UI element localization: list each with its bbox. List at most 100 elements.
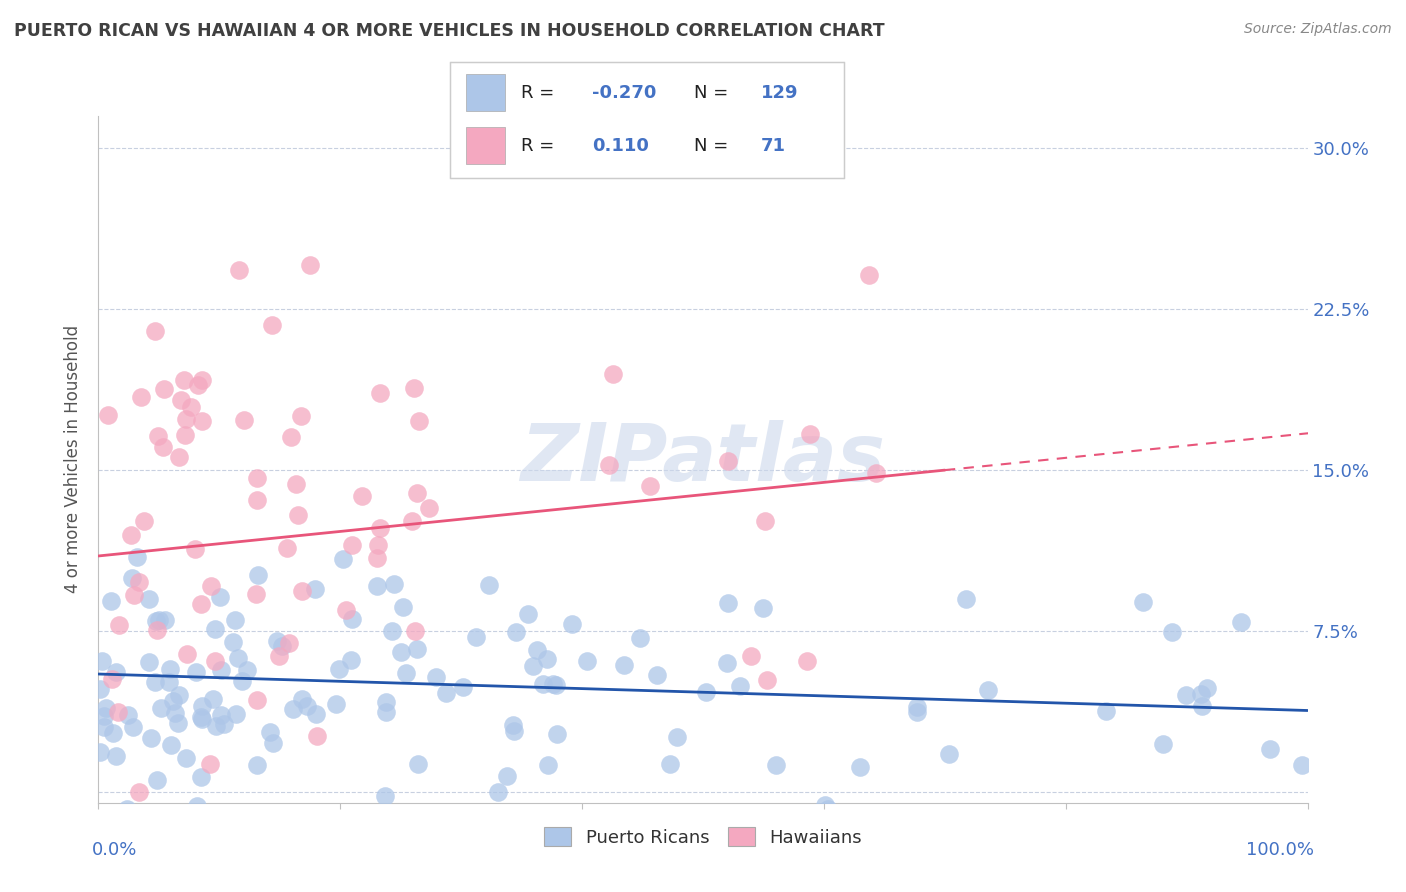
Point: [858, 268, 880, 282]
Point: [224, 613, 246, 627]
Point: [176, 411, 198, 425]
Point: [366, 551, 388, 566]
Point: [187, 378, 209, 392]
Point: [291, 583, 314, 598]
Point: [180, 400, 202, 414]
Text: PUERTO RICAN VS HAWAIIAN 4 OR MORE VEHICLES IN HOUSEHOLD CORRELATION CHART: PUERTO RICAN VS HAWAIIAN 4 OR MORE VEHIC…: [14, 22, 884, 40]
Point: [695, 685, 717, 699]
Point: [304, 582, 326, 596]
Point: [465, 630, 488, 644]
Point: [270, 639, 292, 653]
Point: [236, 663, 259, 677]
Point: [517, 607, 540, 621]
Point: [717, 454, 740, 468]
Point: [93, 719, 115, 733]
Point: [977, 682, 1000, 697]
Point: [340, 612, 363, 626]
Point: [546, 678, 568, 692]
Point: [173, 373, 195, 387]
Point: [865, 466, 887, 480]
Point: [325, 697, 347, 711]
Point: [598, 458, 620, 472]
Point: [121, 571, 143, 585]
Point: [246, 492, 269, 507]
Point: [143, 675, 166, 690]
Point: [389, 645, 412, 659]
Point: [602, 367, 624, 381]
Point: [205, 718, 228, 732]
Point: [209, 663, 232, 677]
Point: [796, 654, 818, 668]
Point: [190, 709, 212, 723]
Point: [204, 622, 226, 636]
Point: [97, 408, 120, 422]
Point: [938, 747, 960, 761]
Point: [291, 691, 314, 706]
Point: [1189, 687, 1212, 701]
Point: [107, 705, 129, 719]
Point: [486, 785, 509, 799]
Point: [382, 577, 405, 591]
Point: [228, 263, 250, 277]
Text: R =: R =: [520, 84, 560, 102]
Point: [121, 720, 143, 734]
Point: [262, 318, 284, 332]
FancyBboxPatch shape: [465, 74, 505, 112]
Point: [231, 673, 253, 688]
Point: [90, 654, 112, 668]
Point: [120, 528, 142, 542]
Point: [613, 658, 636, 673]
Point: [184, 541, 207, 556]
Point: [754, 514, 776, 528]
Point: [93, 709, 115, 723]
Point: [259, 724, 281, 739]
Point: [176, 648, 198, 662]
Point: [451, 680, 474, 694]
Point: [502, 718, 524, 732]
Point: [174, 428, 197, 442]
Point: [339, 653, 361, 667]
Point: [157, 674, 180, 689]
Point: [89, 682, 111, 697]
Point: [418, 500, 440, 515]
Text: 0.110: 0.110: [592, 137, 648, 155]
Point: [191, 414, 214, 428]
Point: [129, 390, 152, 404]
Point: [222, 635, 245, 649]
Point: [190, 770, 212, 784]
Point: [128, 785, 150, 799]
Point: [332, 552, 354, 566]
Point: [132, 514, 155, 528]
Point: [190, 597, 212, 611]
Point: [104, 665, 127, 679]
Point: [290, 409, 312, 423]
Point: [765, 757, 787, 772]
FancyBboxPatch shape: [465, 128, 505, 164]
Point: [167, 688, 190, 702]
Point: [128, 575, 150, 590]
Text: -0.270: -0.270: [592, 84, 657, 102]
Point: [145, 614, 167, 628]
Point: [522, 659, 544, 673]
Point: [1094, 704, 1116, 718]
Point: [647, 668, 669, 682]
Point: [740, 649, 762, 664]
Point: [186, 799, 208, 814]
Point: [402, 381, 425, 395]
Point: [374, 695, 396, 709]
Point: [101, 673, 124, 687]
Point: [814, 798, 837, 813]
Text: ZIPatlas: ZIPatlas: [520, 420, 886, 499]
Point: [1258, 741, 1281, 756]
Point: [138, 656, 160, 670]
Point: [1195, 681, 1218, 696]
Text: N =: N =: [695, 84, 734, 102]
Point: [107, 618, 129, 632]
Point: [96, 701, 118, 715]
Point: [849, 760, 872, 774]
Text: 0.0%: 0.0%: [93, 840, 138, 859]
Point: [381, 624, 404, 638]
Point: [366, 579, 388, 593]
Point: [145, 624, 167, 638]
Point: [287, 508, 309, 523]
